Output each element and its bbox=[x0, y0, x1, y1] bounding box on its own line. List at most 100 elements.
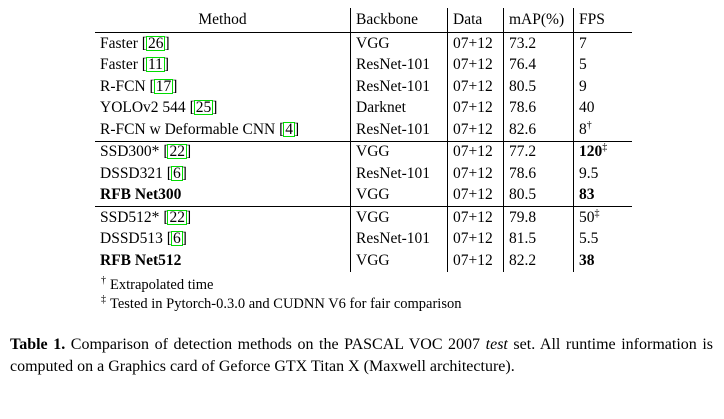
citation-link[interactable]: 6 bbox=[170, 164, 183, 182]
footnote-marker: ‡ bbox=[602, 142, 608, 154]
data-cell: 07+12 bbox=[447, 76, 504, 98]
method-cell: SSD300* [22] bbox=[95, 140, 351, 163]
table-row: DSSD321 [6] ResNet-101 07+12 78.6 9.5 bbox=[95, 163, 632, 185]
fps-value: 5 bbox=[579, 56, 587, 74]
column-header-data: Data bbox=[447, 8, 504, 33]
method-cell: DSSD513 [6] bbox=[100, 230, 187, 248]
method-name: R-FCN w Deformable CNN bbox=[100, 120, 276, 138]
method-name: DSSD513 bbox=[100, 230, 163, 248]
fps-value: 8 bbox=[579, 120, 587, 138]
backbone-cell: VGG bbox=[350, 206, 448, 229]
caption-label: Table 1. bbox=[10, 336, 66, 353]
caption-italic-word: test bbox=[485, 336, 508, 353]
method-name: Faster bbox=[100, 34, 138, 52]
table-row: Faster [11] ResNet-101 07+12 76.4 5 bbox=[95, 54, 632, 76]
method-cell: Faster [11] bbox=[100, 56, 170, 74]
citation-link[interactable]: 26 bbox=[145, 34, 166, 52]
map-cell: 80.5 bbox=[503, 184, 574, 207]
data-cell: 07+12 bbox=[447, 250, 504, 272]
citation-link[interactable]: 6 bbox=[170, 230, 183, 248]
table-caption: Table 1. Comparison of detection methods… bbox=[10, 334, 713, 377]
data-cell: 07+12 bbox=[447, 32, 504, 55]
map-cell: 78.6 bbox=[503, 163, 574, 185]
backbone-cell: ResNet-101 bbox=[350, 54, 448, 76]
method-cell: R-FCN [17] bbox=[100, 77, 178, 95]
fps-cell: 7 bbox=[573, 32, 632, 55]
fps-value: 50 bbox=[579, 208, 595, 226]
citation-link[interactable]: 25 bbox=[193, 99, 214, 117]
table-body: Faster [26] VGG 07+12 73.2 7 Faster [11] ResNe… bbox=[95, 32, 632, 272]
data-cell: 07+12 bbox=[447, 140, 504, 163]
table-row: YOLOv2 544 [25] Darknet 07+12 78.6 40 bbox=[95, 97, 632, 119]
citation-link[interactable]: 11 bbox=[145, 56, 165, 74]
data-cell: 07+12 bbox=[447, 163, 504, 185]
table-row: R-FCN [17] ResNet-101 07+12 80.5 9 bbox=[95, 76, 632, 98]
fps-cell: 5 bbox=[573, 54, 632, 76]
footnote-marker: ‡ bbox=[594, 207, 600, 219]
table-header: Method Backbone Data mAP(%) FPS bbox=[95, 8, 632, 33]
caption-text-before: Comparison of detection methods on the P… bbox=[65, 336, 486, 353]
map-cell: 76.4 bbox=[503, 54, 574, 76]
dagger-symbol: † bbox=[101, 275, 106, 287]
method-name: R-FCN bbox=[100, 77, 146, 95]
table-row: RFB Net300 VGG 07+12 80.5 83 bbox=[95, 184, 632, 207]
table-row: Faster [26] VGG 07+12 73.2 7 bbox=[95, 32, 632, 55]
backbone-cell: ResNet-101 bbox=[350, 119, 448, 141]
footnote-dagger: † Extrapolated time bbox=[101, 276, 461, 295]
citation-link[interactable]: 22 bbox=[167, 208, 187, 226]
map-cell: 81.5 bbox=[503, 228, 574, 250]
fps-cell: 9.5 bbox=[573, 163, 632, 185]
header-row: Method Backbone Data mAP(%) FPS bbox=[95, 8, 632, 33]
backbone-cell: VGG bbox=[350, 250, 448, 272]
map-cell: 80.5 bbox=[503, 76, 574, 98]
method-name: DSSD321 bbox=[100, 164, 163, 182]
fps-value: 83 bbox=[579, 186, 595, 204]
fps-value: 38 bbox=[579, 251, 595, 269]
backbone-cell: ResNet-101 bbox=[350, 76, 448, 98]
method-cell: Faster [26] bbox=[100, 34, 170, 52]
data-cell: 07+12 bbox=[447, 228, 504, 250]
results-table: Method Backbone Data mAP(%) FPS Faster [… bbox=[95, 8, 632, 272]
citation-link[interactable]: 22 bbox=[167, 143, 187, 161]
footnote-text: Tested in Pytorch-0.3.0 and CUDNN V6 for… bbox=[110, 296, 462, 312]
column-header-backbone: Backbone bbox=[350, 8, 448, 33]
fps-cell: 50‡ bbox=[573, 206, 632, 229]
map-cell: 79.8 bbox=[503, 206, 574, 229]
fps-value: 7 bbox=[579, 34, 587, 52]
citation-link[interactable]: 17 bbox=[153, 77, 174, 95]
method-cell: RFB Net512 bbox=[95, 250, 351, 272]
fps-cell: 40 bbox=[573, 97, 632, 119]
method-cell: YOLOv2 544 [25] bbox=[100, 99, 218, 117]
map-cell: 73.2 bbox=[503, 32, 574, 55]
backbone-cell: VGG bbox=[350, 140, 448, 163]
data-cell: 07+12 bbox=[447, 119, 504, 141]
table-row: R-FCN w Deformable CNN [4] ResNet-101 07+1… bbox=[95, 119, 632, 141]
map-cell: 82.2 bbox=[503, 250, 574, 272]
table-row: RFB Net512 VGG 07+12 82.2 38 bbox=[95, 250, 632, 272]
method-name: Faster bbox=[100, 56, 138, 74]
footnote-text: Extrapolated time bbox=[110, 277, 214, 293]
map-cell: 77.2 bbox=[503, 140, 574, 163]
fps-value: 120 bbox=[579, 143, 603, 161]
method-name: YOLOv2 544 bbox=[100, 99, 186, 117]
fps-value: 9 bbox=[579, 77, 587, 95]
method-cell: DSSD321 [6] bbox=[100, 164, 187, 182]
data-cell: 07+12 bbox=[447, 206, 504, 229]
map-cell: 78.6 bbox=[503, 97, 574, 119]
caption-text-after: set. All runtime information is computed… bbox=[10, 336, 714, 375]
backbone-cell: VGG bbox=[350, 32, 448, 55]
fps-cell: 8† bbox=[573, 119, 632, 141]
method-name: SSD300* bbox=[100, 143, 160, 161]
method-name: RFB Net300 bbox=[100, 186, 182, 204]
data-cell: 07+12 bbox=[447, 184, 504, 207]
footnote-marker: † bbox=[586, 119, 592, 131]
column-header-method: Method bbox=[95, 8, 351, 33]
data-cell: 07+12 bbox=[447, 54, 504, 76]
method-cell: RFB Net300 bbox=[95, 185, 351, 207]
column-header-map: mAP(%) bbox=[503, 8, 574, 33]
double-dagger-symbol: ‡ bbox=[101, 294, 106, 306]
backbone-cell: VGG bbox=[350, 184, 448, 207]
citation-link[interactable]: 4 bbox=[283, 120, 296, 138]
fps-value: 5.5 bbox=[579, 230, 599, 248]
